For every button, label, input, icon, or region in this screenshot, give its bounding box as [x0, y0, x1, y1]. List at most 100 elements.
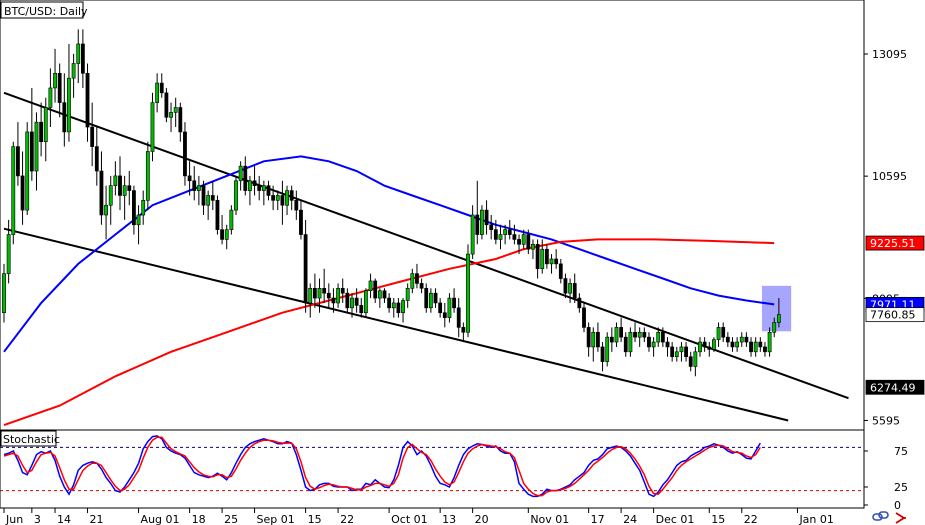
candle-body	[619, 327, 624, 338]
candle-body	[614, 327, 619, 343]
candle-body	[651, 341, 656, 348]
candle-body	[707, 346, 712, 350]
candle-body	[229, 209, 234, 230]
candle	[210, 180, 215, 211]
candle-body	[118, 175, 122, 196]
candle-body	[2, 273, 6, 314]
time-tick-label: 25	[224, 513, 238, 525]
candle-body	[127, 185, 132, 191]
candle	[127, 171, 132, 206]
candle-body	[452, 297, 456, 309]
candle	[169, 102, 173, 132]
candle-body	[749, 341, 753, 353]
candle-body	[531, 244, 535, 250]
candle	[155, 73, 160, 113]
stochastic-axis: 75 25 0	[864, 445, 908, 512]
candle	[11, 141, 16, 245]
stochastic-main-line	[3, 435, 761, 498]
candle-body	[688, 356, 693, 367]
candle	[80, 29, 85, 88]
candle-body	[563, 278, 568, 294]
candle	[271, 185, 276, 211]
time-tick-label: Nov 01	[530, 513, 569, 525]
candle	[544, 244, 549, 269]
candle	[674, 346, 679, 362]
candle	[767, 327, 772, 357]
candle-body	[196, 185, 201, 191]
candle	[526, 229, 531, 255]
candle	[141, 190, 146, 225]
candle	[39, 102, 44, 157]
candle	[229, 205, 234, 235]
candle	[285, 185, 289, 215]
candle	[299, 200, 303, 240]
candle	[679, 342, 684, 362]
candle	[248, 175, 252, 206]
candle-body	[521, 234, 526, 245]
candle-body	[387, 297, 392, 309]
candle-body	[34, 121, 39, 172]
candle-group	[2, 29, 781, 377]
candle	[540, 239, 545, 274]
candle	[507, 219, 512, 240]
candle	[433, 288, 438, 308]
candle-body	[192, 180, 197, 191]
candle-body	[544, 248, 549, 265]
link-icon[interactable]	[872, 511, 889, 521]
time-tick-label: 24	[623, 513, 637, 525]
candle-body	[730, 341, 735, 348]
candle-body	[243, 165, 248, 191]
candle-body	[317, 287, 322, 299]
candle	[702, 337, 707, 352]
candle	[642, 327, 647, 343]
candle-body	[340, 287, 345, 294]
time-tick-label: Aug 01	[141, 513, 180, 525]
arrow-right-icon[interactable]	[895, 512, 906, 524]
candle	[224, 224, 229, 250]
candle-body	[11, 146, 16, 235]
candle-body	[623, 336, 628, 353]
candle	[183, 122, 187, 186]
candle-body	[461, 327, 466, 333]
time-tick-label: 13	[442, 513, 456, 525]
candle	[266, 180, 271, 201]
candle-body	[261, 185, 266, 191]
candle	[596, 322, 600, 352]
candle-body	[183, 131, 187, 177]
candle	[484, 200, 489, 235]
candle-body	[753, 341, 758, 353]
candle-body	[591, 331, 596, 348]
candle-body	[354, 297, 359, 306]
candle	[614, 322, 619, 347]
candle-body	[577, 297, 582, 309]
candle-body	[108, 185, 113, 206]
candle	[322, 268, 327, 303]
candle	[401, 298, 405, 323]
candle-body	[178, 107, 183, 133]
candle-body	[568, 283, 572, 294]
candle	[336, 283, 340, 308]
candle	[456, 298, 461, 338]
time-tick-label: 20	[475, 513, 489, 525]
candle-body	[71, 63, 76, 79]
candle-body	[693, 351, 698, 367]
candle-body	[633, 331, 637, 338]
candle-body	[428, 292, 433, 309]
candle-body	[6, 234, 11, 274]
candle-body	[712, 339, 716, 350]
candle	[554, 249, 559, 269]
candle	[48, 68, 53, 128]
candle	[628, 327, 633, 357]
time-tick-label: 14	[57, 513, 71, 525]
candle-body	[331, 297, 336, 304]
candle-body	[187, 175, 192, 182]
candle	[71, 53, 76, 98]
candle-body	[656, 331, 661, 343]
candle	[150, 92, 155, 162]
price-pane[interactable]	[0, 0, 865, 431]
candle	[2, 263, 6, 323]
candle	[591, 327, 596, 362]
candle-body	[600, 346, 605, 362]
